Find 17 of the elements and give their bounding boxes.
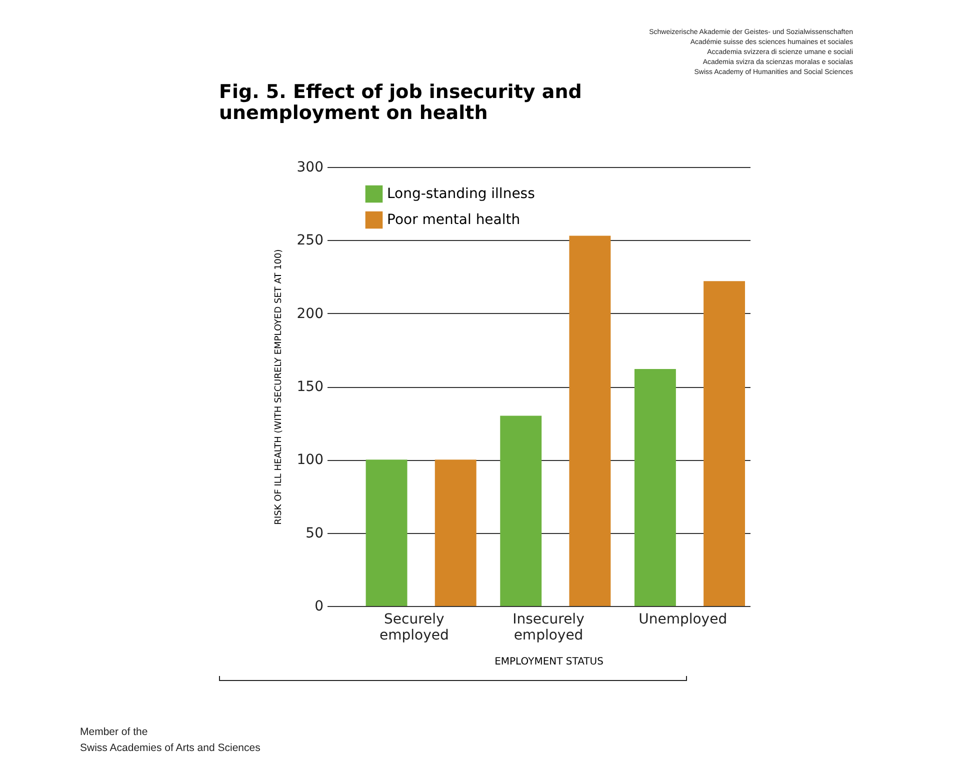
chart-title: Fig. 5. Effect of job insecurity and unemployment on health: [219, 81, 583, 124]
y-tick-label: 150: [296, 379, 324, 395]
y-tick-label: 0: [314, 598, 324, 614]
x-tick-label: Securely employed: [379, 612, 449, 644]
legend-label: Poor mental health: [387, 212, 520, 228]
y-tick-label: 300: [296, 160, 324, 176]
legend-label: Long-standing illness: [387, 186, 535, 202]
y-tick-label: 100: [296, 452, 324, 468]
y-tick-label: 50: [306, 525, 324, 542]
y-axis-title: RISK OF ILL HEALTH (WITH SECURELY EMPLOYED SET AT 100): [274, 249, 284, 525]
text: Swiss Academies of Arts and Sciences: [80, 742, 260, 754]
text: Member of the: [80, 726, 148, 738]
x-axis-title: EMPLOYMENT STATUS: [494, 656, 604, 668]
x-tick-label: Unemployed: [638, 612, 728, 628]
y-tick-label: 250: [296, 232, 324, 249]
x-tick-label: Insecurely employed: [512, 612, 584, 644]
y-tick-label: 200: [296, 306, 324, 322]
